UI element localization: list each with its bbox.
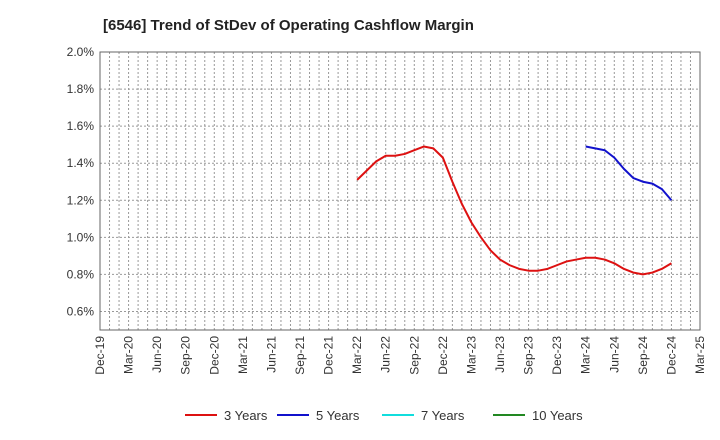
y-tick-label: 1.2%	[67, 193, 95, 207]
x-tick-label: Dec-19	[93, 336, 107, 375]
legend-item: 7 Years	[382, 408, 465, 423]
x-tick-label: Jun-22	[379, 336, 393, 373]
x-tick-label: Sep-20	[179, 336, 193, 375]
x-tick-label: Mar-21	[236, 336, 250, 374]
x-tick-label: Sep-21	[293, 336, 307, 375]
x-tick-label: Mar-20	[122, 336, 136, 374]
plot-lines	[356, 145, 673, 276]
x-tick-label: Mar-23	[464, 336, 478, 374]
x-tick-label: Mar-22	[350, 336, 364, 374]
x-tick-label: Jun-21	[264, 336, 278, 373]
chart-title: [6546] Trend of StDev of Operating Cashf…	[103, 17, 474, 34]
x-tick-label: Dec-23	[550, 336, 564, 375]
legend-label: 5 Years	[316, 408, 360, 423]
x-tick-label: Jun-24	[607, 336, 621, 373]
x-axis: Dec-19 Mar-20 Jun-20 Sep-20 Dec-20 Mar-21 Jun-…	[93, 336, 707, 375]
series-line-5-years	[585, 145, 673, 201]
x-tick-label: Dec-22	[436, 336, 450, 375]
x-tick-label: Sep-23	[522, 336, 536, 375]
legend-label: 7 Years	[421, 408, 465, 423]
y-tick-label: 1.4%	[67, 156, 95, 170]
legend-item: 5 Years	[277, 408, 360, 423]
legend-item: 10 Years	[493, 408, 583, 423]
grid	[99, 51, 701, 330]
y-tick-label: 0.6%	[67, 304, 95, 318]
legend: 3 Years 5 Years 7 Years 10 Years	[185, 408, 583, 423]
x-tick-label: Sep-22	[407, 336, 421, 375]
x-tick-label: Dec-20	[207, 336, 221, 375]
x-tick-label: Dec-21	[322, 336, 336, 375]
y-tick-label: 0.8%	[67, 267, 95, 281]
y-tick-label: 2.0%	[67, 45, 95, 59]
legend-label: 10 Years	[532, 408, 583, 423]
y-tick-label: 1.0%	[67, 230, 95, 244]
y-tick-label: 1.6%	[67, 119, 95, 133]
legend-item: 3 Years	[185, 408, 268, 423]
y-axis: 0.6% 0.8% 1.0% 1.2% 1.4% 1.6% 1.8% 2.0%	[67, 45, 95, 318]
x-tick-label: Mar-25	[693, 336, 707, 374]
legend-label: 3 Years	[224, 408, 268, 423]
x-tick-label: Jun-23	[493, 336, 507, 373]
x-tick-label: Dec-24	[664, 336, 678, 375]
x-tick-label: Sep-24	[636, 336, 650, 375]
x-tick-label: Jun-20	[150, 336, 164, 373]
x-tick-label: Mar-24	[579, 336, 593, 374]
y-tick-label: 1.8%	[67, 82, 95, 96]
plot-area-frame	[99, 51, 701, 331]
series-line-3-years	[356, 145, 672, 276]
